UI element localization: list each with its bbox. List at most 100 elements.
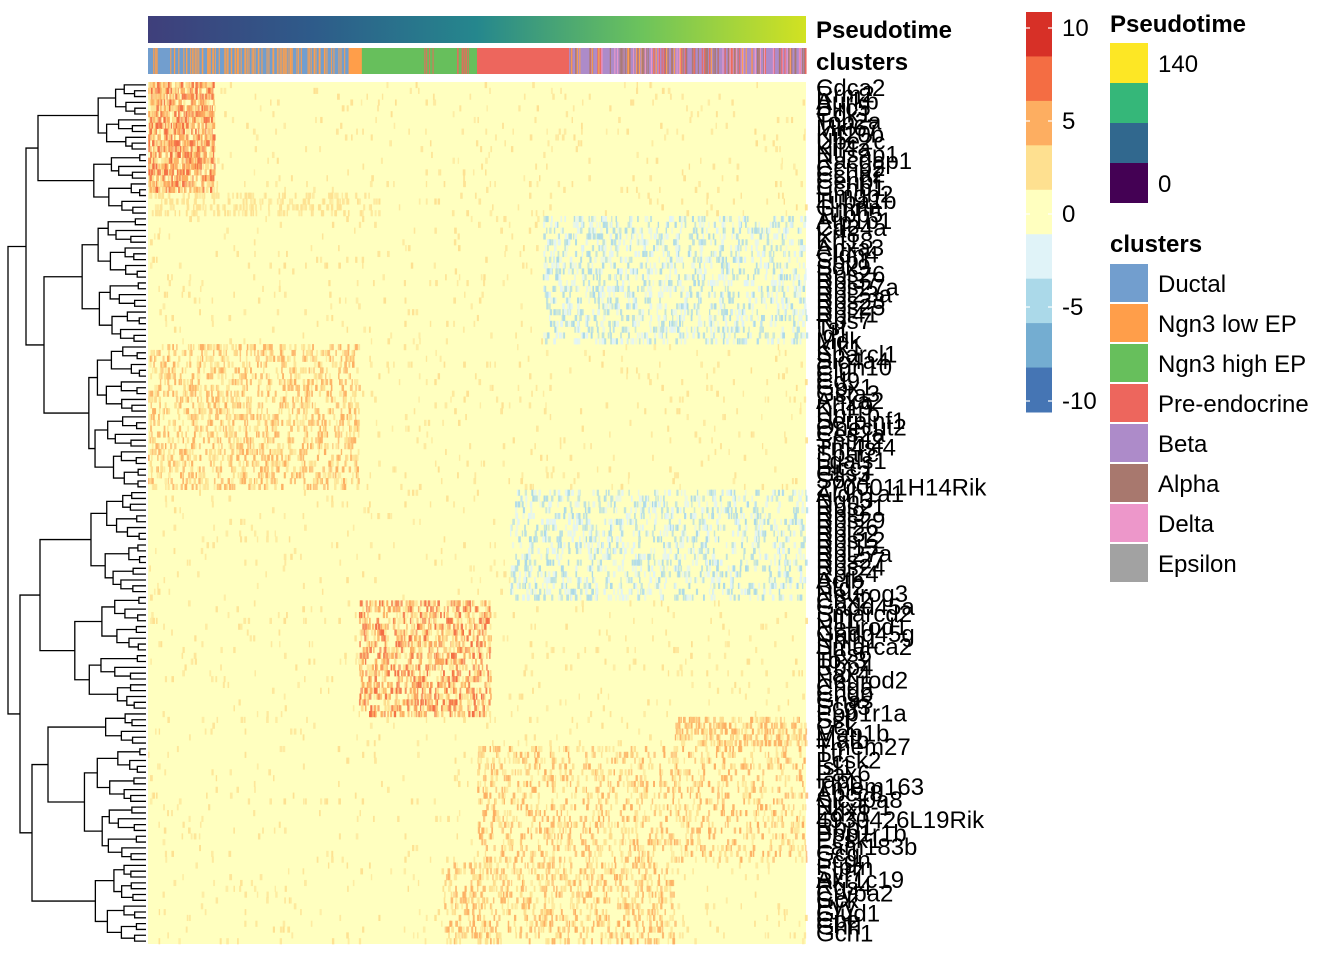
heatmap-cell xyxy=(197,128,200,135)
heatmap-cell xyxy=(298,384,300,391)
heatmap-cell xyxy=(225,373,227,380)
heatmap-cell xyxy=(575,146,578,153)
heatmap-cell xyxy=(546,262,548,269)
heatmap-cell xyxy=(351,390,355,397)
heatmap-cell xyxy=(354,390,357,397)
heatmap-cell xyxy=(160,454,163,461)
heatmap-cell xyxy=(377,431,380,438)
heatmap-cell xyxy=(191,87,194,94)
heatmap-cell xyxy=(348,402,351,409)
heatmap-cell xyxy=(154,146,157,153)
heatmap-cell xyxy=(183,384,186,391)
heatmap-cell xyxy=(196,82,199,89)
heatmap-cell xyxy=(678,280,681,287)
heatmap-cell xyxy=(456,280,459,287)
cluster-stripe xyxy=(207,48,209,74)
heatmap-cell xyxy=(165,320,168,327)
heatmap-cell xyxy=(781,314,784,322)
heatmap-cell xyxy=(228,431,230,438)
heatmap-cell xyxy=(158,227,161,234)
heatmap-cell xyxy=(190,99,194,106)
heatmap-cell xyxy=(681,134,685,141)
heatmap-cell xyxy=(451,390,455,397)
heatmap-cell xyxy=(214,105,216,112)
heatmap-cell xyxy=(730,245,732,252)
heatmap-cell xyxy=(602,215,605,223)
heatmap-cell xyxy=(185,151,189,159)
heatmap-cell xyxy=(256,361,259,368)
heatmap-cell xyxy=(183,163,186,170)
heatmap-cell xyxy=(342,390,346,397)
cluster-stripe xyxy=(189,48,192,74)
heatmap-cell xyxy=(201,128,205,135)
heatmap-cell xyxy=(778,349,781,357)
heatmap-cell xyxy=(188,151,191,159)
heatmap-cell xyxy=(148,390,151,397)
heatmap-cell xyxy=(574,262,577,269)
heatmap-cell xyxy=(148,181,151,188)
heatmap-cell xyxy=(581,215,584,223)
heatmap-cell xyxy=(703,320,706,327)
heatmap-cell xyxy=(620,256,624,263)
heatmap-cell xyxy=(259,105,262,112)
heatmap-cell xyxy=(190,390,194,397)
heatmap-cell xyxy=(252,210,255,217)
heatmap-cell xyxy=(339,204,342,211)
heatmap-cell xyxy=(182,116,185,124)
heatmap-cell xyxy=(342,425,345,432)
heatmap-cell xyxy=(153,163,156,170)
heatmap-cell xyxy=(246,437,249,444)
heatmap-cell xyxy=(515,332,517,339)
heatmap-cell xyxy=(241,210,244,217)
heatmap-cell xyxy=(789,274,792,281)
heatmap-cell xyxy=(160,111,163,118)
heatmap-cell xyxy=(606,227,609,234)
heatmap-cell xyxy=(600,227,603,234)
pseudotime-track xyxy=(148,16,806,43)
heatmap-cell xyxy=(168,408,171,415)
heatmap-cell xyxy=(649,227,653,234)
heatmap-cell xyxy=(159,204,163,211)
heatmap-cell xyxy=(802,309,805,316)
heatmap-cell xyxy=(245,198,248,205)
heatmap-cell xyxy=(153,349,156,357)
heatmap-cell xyxy=(758,221,761,228)
heatmap-cell xyxy=(756,82,758,89)
heatmap-cell xyxy=(590,443,592,450)
heatmap-cell xyxy=(611,303,614,310)
heatmap-cell xyxy=(489,210,493,217)
heatmap-cell xyxy=(173,134,176,141)
heatmap-cell xyxy=(178,402,182,409)
heatmap-cell xyxy=(153,408,157,415)
heatmap-cell xyxy=(697,268,699,275)
heatmap-cell xyxy=(680,338,683,345)
heatmap-cell xyxy=(554,221,557,228)
heatmap-cell xyxy=(310,355,312,362)
heatmap-cell xyxy=(203,140,206,147)
cluster-stripe xyxy=(201,48,203,74)
heatmap-cell xyxy=(523,93,526,100)
heatmap-cell xyxy=(664,309,667,316)
heatmap-cell xyxy=(649,82,652,89)
heatmap-cell xyxy=(257,431,260,438)
heatmap-cell xyxy=(683,175,686,182)
heatmap-cell xyxy=(207,140,211,147)
heatmap-cell xyxy=(163,93,166,100)
heatmap-cell xyxy=(577,338,581,345)
heatmap-cell xyxy=(150,402,153,409)
heatmap-cell xyxy=(617,268,620,275)
heatmap-cell xyxy=(231,373,234,380)
heatmap-cell xyxy=(273,291,276,298)
heatmap-cell xyxy=(317,408,319,415)
heatmap-cell xyxy=(590,215,594,223)
heatmap-cell xyxy=(375,116,378,124)
heatmap-cell xyxy=(568,233,571,240)
heatmap-cell xyxy=(578,297,581,304)
heatmap-cell xyxy=(225,413,228,421)
heatmap-cell xyxy=(697,303,700,310)
heatmap-cell xyxy=(626,314,629,322)
heatmap-cell xyxy=(296,396,300,403)
heatmap-cell xyxy=(546,303,549,310)
heatmap-cell xyxy=(775,297,778,304)
heatmap-cell xyxy=(774,215,777,223)
